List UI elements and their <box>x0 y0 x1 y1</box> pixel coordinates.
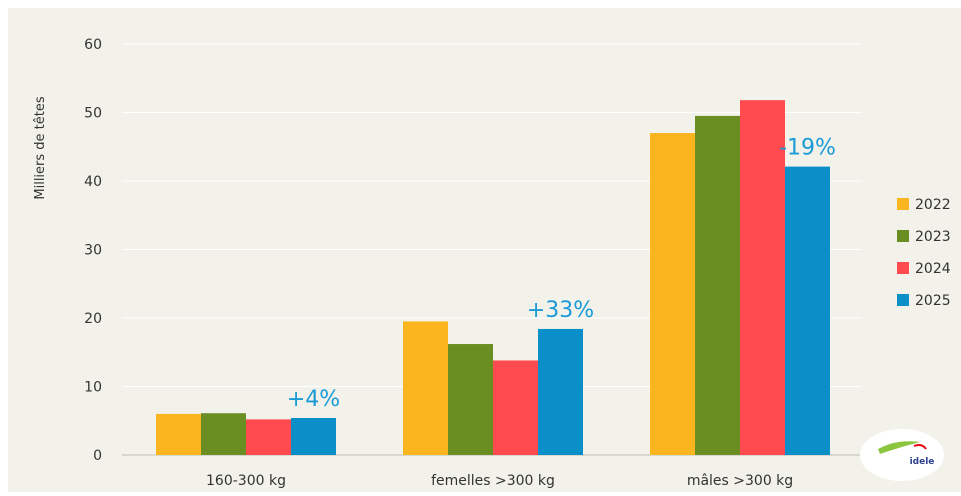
bars <box>156 100 830 456</box>
bar-2022-0 <box>156 413 201 455</box>
bar-2022-2 <box>650 133 695 456</box>
logo-text: idele <box>910 457 935 467</box>
legend-label: 2022 <box>915 197 951 213</box>
y-axis-ticks: 0 10 20 30 40 50 60 <box>84 37 102 464</box>
bar-2023-0 <box>201 413 246 455</box>
legend-label: 2024 <box>915 261 951 277</box>
legend-label: 2025 <box>915 293 951 309</box>
bar-2025-1 <box>538 328 583 455</box>
legend-swatch-2022 <box>897 198 909 210</box>
y-tick-label: 30 <box>84 243 102 259</box>
bar-2023-1 <box>448 344 493 455</box>
bar-2024-0 <box>246 419 291 455</box>
legend-swatch-2025 <box>897 294 909 306</box>
logo-swoosh <box>878 441 920 454</box>
bar-2024-1 <box>493 360 538 455</box>
y-tick-label: 0 <box>93 448 102 464</box>
x-tick-label: 160-300 kg <box>206 473 286 489</box>
y-tick-label: 60 <box>84 37 102 53</box>
x-tick-label: mâles >300 kg <box>687 473 793 489</box>
bar-2022-1 <box>403 321 448 455</box>
change-annotation: +33% <box>527 298 594 323</box>
legend: 2022 2023 2024 2025 <box>897 197 951 309</box>
change-annotation: -19% <box>779 136 836 161</box>
change-annotation: +4% <box>287 387 340 412</box>
legend-label: 2023 <box>915 229 951 245</box>
bar-2025-2 <box>785 166 830 456</box>
logo-badge <box>860 429 944 481</box>
y-tick-label: 20 <box>84 311 102 327</box>
bar-2025-0 <box>291 418 336 455</box>
logo-accent <box>913 444 927 450</box>
x-tick-label: femelles >300 kg <box>431 473 555 489</box>
idele-logo: idele <box>860 429 944 481</box>
x-axis-labels: 160-300 kg femelles >300 kg mâles >300 kg <box>206 473 793 489</box>
y-tick-label: 40 <box>84 174 102 190</box>
legend-swatch-2024 <box>897 262 909 274</box>
y-tick-label: 50 <box>84 106 102 122</box>
y-tick-label: 10 <box>84 380 102 396</box>
annotations: +4% +33% -19% <box>287 136 836 412</box>
bar-2023-2 <box>695 115 740 456</box>
legend-swatch-2023 <box>897 230 909 242</box>
y-axis-label: Milliers de têtes <box>33 96 48 199</box>
bar-2024-2 <box>740 100 785 456</box>
